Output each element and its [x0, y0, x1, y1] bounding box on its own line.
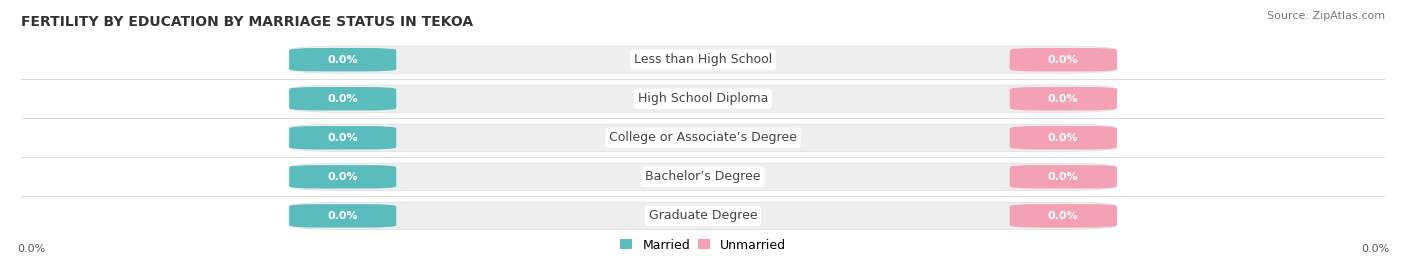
Text: Source: ZipAtlas.com: Source: ZipAtlas.com [1267, 11, 1385, 21]
Text: 0.0%: 0.0% [328, 172, 359, 182]
Text: 0.0%: 0.0% [328, 55, 359, 65]
Text: Less than High School: Less than High School [634, 53, 772, 66]
Text: 0.0%: 0.0% [1047, 94, 1078, 104]
Text: Bachelor’s Degree: Bachelor’s Degree [645, 170, 761, 183]
FancyBboxPatch shape [1010, 204, 1116, 228]
Legend: Married, Unmarried: Married, Unmarried [620, 239, 786, 252]
Text: 0.0%: 0.0% [1047, 55, 1078, 65]
Text: 0.0%: 0.0% [328, 94, 359, 104]
Text: Graduate Degree: Graduate Degree [648, 209, 758, 222]
FancyBboxPatch shape [290, 87, 396, 111]
Text: High School Diploma: High School Diploma [638, 92, 768, 105]
FancyBboxPatch shape [290, 126, 396, 150]
FancyBboxPatch shape [1010, 126, 1116, 150]
Text: 0.0%: 0.0% [1047, 172, 1078, 182]
FancyBboxPatch shape [290, 46, 1116, 73]
FancyBboxPatch shape [290, 165, 396, 189]
FancyBboxPatch shape [290, 204, 396, 228]
FancyBboxPatch shape [290, 202, 1116, 229]
FancyBboxPatch shape [1010, 48, 1116, 71]
Text: 0.0%: 0.0% [328, 211, 359, 221]
FancyBboxPatch shape [290, 163, 1116, 190]
FancyBboxPatch shape [1010, 87, 1116, 111]
FancyBboxPatch shape [290, 124, 1116, 151]
Text: 0.0%: 0.0% [1047, 133, 1078, 143]
Text: College or Associate’s Degree: College or Associate’s Degree [609, 131, 797, 144]
FancyBboxPatch shape [290, 85, 1116, 112]
FancyBboxPatch shape [1010, 165, 1116, 189]
Text: FERTILITY BY EDUCATION BY MARRIAGE STATUS IN TEKOA: FERTILITY BY EDUCATION BY MARRIAGE STATU… [21, 15, 474, 29]
FancyBboxPatch shape [290, 48, 396, 71]
Text: 0.0%: 0.0% [328, 133, 359, 143]
Text: 0.0%: 0.0% [1047, 211, 1078, 221]
